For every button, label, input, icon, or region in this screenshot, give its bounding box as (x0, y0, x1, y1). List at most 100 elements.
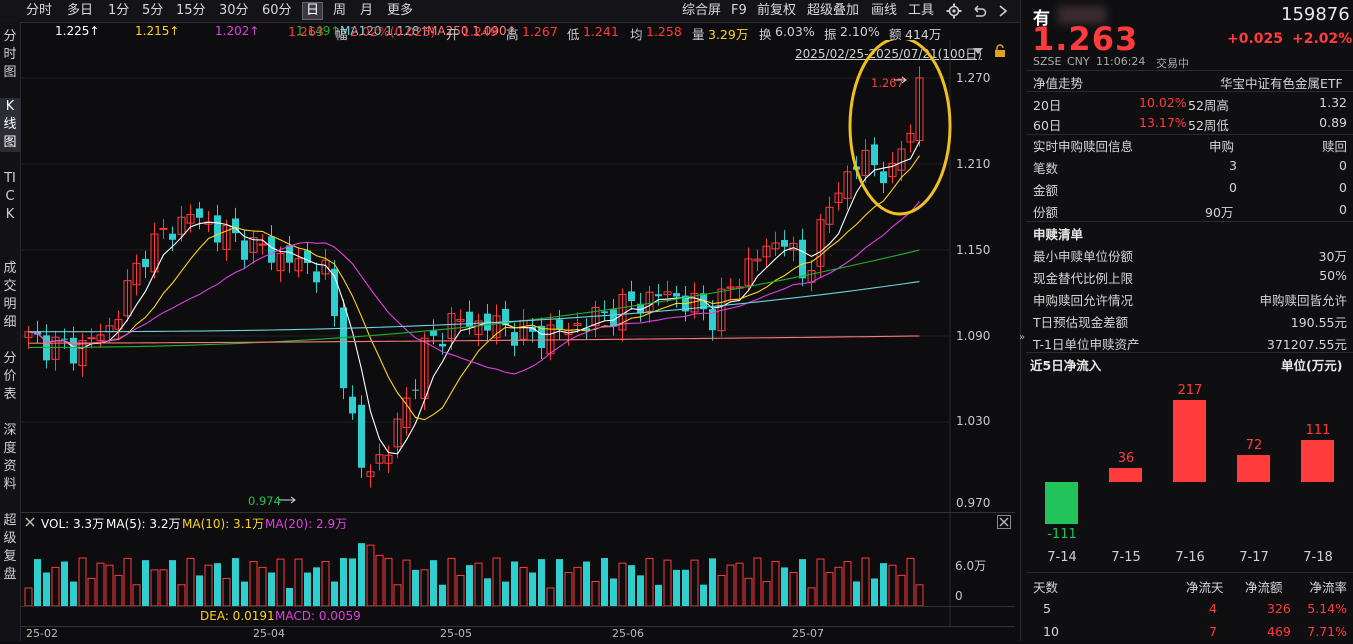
tab-label: 深度资料 (3, 423, 17, 492)
overlay-button[interactable]: 超级叠加 (807, 3, 860, 18)
volume-bar (601, 558, 608, 606)
tab-60min[interactable]: 60分 (262, 3, 292, 18)
volume-bar (871, 578, 878, 606)
redeem-label: 金额 (1033, 183, 1059, 198)
settings-gear-icon[interactable] (946, 3, 962, 19)
kline-chart[interactable] (20, 40, 1018, 641)
volume-bar (726, 564, 735, 607)
undo-icon[interactable] (971, 3, 987, 19)
draw-button[interactable]: 画线 (871, 3, 898, 18)
flow-unit: 单位(万元) (1281, 358, 1343, 373)
security-name: 有 (1033, 9, 1050, 29)
candle-body (222, 225, 231, 250)
tab-label: 超级复盘 (3, 513, 17, 582)
ma250-value: MA250 1.090↑ (427, 24, 517, 38)
tools-button[interactable]: 工具 (908, 3, 935, 18)
candle-body (843, 171, 852, 199)
volume-bar (286, 587, 293, 606)
candle-body (375, 454, 384, 464)
volume-bar (861, 557, 870, 607)
candle-body (142, 258, 149, 268)
tab-tick[interactable]: TICK (0, 170, 20, 224)
tab-deep-data[interactable]: 深度资料 (0, 422, 20, 494)
candle-body (709, 309, 716, 331)
tab-label: TICK (4, 171, 16, 222)
volume-bar (789, 571, 798, 607)
volume-bar (546, 587, 555, 607)
candle-body (402, 397, 411, 429)
candle-body (177, 216, 186, 235)
tab-price-table[interactable]: 分价表 (0, 350, 20, 404)
tab-5min[interactable]: 5分 (142, 3, 164, 18)
vol-ma5: MA(5): 3.2万 (106, 517, 181, 531)
price-tick: 1.030 (956, 414, 991, 428)
redeem-label: 份额 (1033, 205, 1059, 220)
divider (1026, 221, 1353, 222)
date-range[interactable]: 2025/02/25-2025/07/21(100日) (795, 47, 982, 61)
tab-1min[interactable]: 1分 (108, 3, 130, 18)
lock-icon[interactable] (994, 44, 1006, 58)
stats-row: 5 4 326 5.14% (1033, 601, 1347, 621)
chevron-right-icon[interactable] (997, 4, 1009, 18)
volume-bar (114, 574, 123, 607)
composite-screen-button[interactable]: 综合屏 (682, 3, 722, 18)
stats-amount: 469 (1267, 624, 1291, 639)
volume-bar (628, 565, 635, 606)
ma10-value: 1.215↑ (135, 24, 180, 38)
candle-body (331, 268, 338, 317)
list-value: 371207.55元 (1266, 337, 1347, 352)
stats-days: 10 (1043, 624, 1059, 639)
close-icon[interactable] (997, 515, 1011, 529)
divider (1026, 70, 1353, 71)
volume-bar (816, 558, 825, 607)
candle-body (816, 219, 825, 267)
candle-body (268, 236, 275, 263)
redeem-col: 申购 (1209, 139, 1235, 154)
tab-30min[interactable]: 30分 (219, 3, 249, 18)
perf-label: 52周低 (1188, 118, 1229, 133)
candle-body (51, 336, 60, 360)
list-row: 最小申赎单位份额 30万 (1033, 246, 1347, 266)
volume-bar (177, 584, 186, 607)
candle-body (286, 245, 293, 263)
tab-replay[interactable]: 超级复盘 (0, 512, 20, 584)
vol-ma10: MA(10): 3.1万 (182, 517, 265, 531)
candle-body (645, 291, 654, 312)
tab-daily[interactable]: 日 (302, 2, 324, 20)
tab-more[interactable]: 更多 (387, 3, 414, 18)
tab-weekly[interactable]: 周 (333, 3, 347, 18)
candle-body (96, 334, 105, 342)
f9-button[interactable]: F9 (731, 3, 747, 18)
volume-bar (564, 572, 573, 607)
tab-multi-day[interactable]: 多日 (67, 3, 94, 18)
change-label: 幅 (335, 27, 348, 42)
dropdown-triangle-icon[interactable] (972, 46, 984, 56)
list-value: 50% (1319, 268, 1347, 283)
stats-col: 净流额 (1245, 580, 1283, 595)
currency: CNY (1067, 55, 1090, 68)
collapse-arrow-icon[interactable]: » (1019, 332, 1026, 343)
tab-trade-detail[interactable]: 成交明细 (0, 260, 20, 332)
inflow-bar (1301, 440, 1334, 482)
redeem-col: 赎回 (1321, 139, 1347, 154)
volume-bar (358, 543, 365, 606)
volume-bar (529, 572, 536, 606)
list-label: 申购赎回允许情况 (1033, 293, 1134, 308)
stats-inflow-days: 7 (1209, 624, 1217, 639)
perf-value: 13.17% (1139, 115, 1187, 130)
tab-kline-chart[interactable]: K线图 (0, 98, 20, 152)
nav-trend-label[interactable]: 净值走势 (1033, 76, 1084, 91)
price-tick: 0.970 (956, 496, 991, 510)
tab-time-chart[interactable]: 分时图 (0, 28, 20, 82)
candle-body (834, 192, 843, 203)
perf-label: 52周高 (1188, 98, 1229, 113)
candle-body (340, 307, 347, 389)
tab-monthly[interactable]: 月 (360, 3, 374, 18)
tab-15min[interactable]: 15分 (176, 3, 206, 18)
volume-bar (313, 567, 320, 606)
volume-bar (880, 563, 887, 606)
tab-intraday[interactable]: 分时 (26, 3, 53, 18)
close-panel-icon[interactable] (24, 516, 36, 528)
candle-body (294, 258, 303, 272)
adjust-button[interactable]: 前复权 (757, 3, 797, 18)
